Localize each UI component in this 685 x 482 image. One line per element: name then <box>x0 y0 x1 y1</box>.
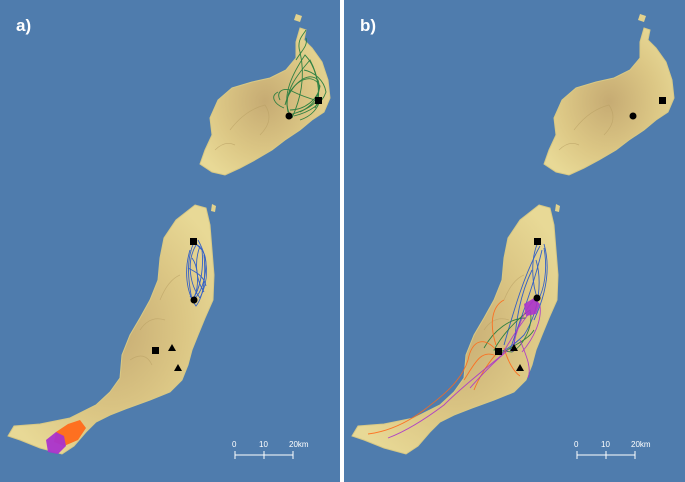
islet-graciosa <box>294 14 302 22</box>
island-fuerteventura <box>7 204 215 455</box>
marker-triangle <box>510 344 518 351</box>
marker-square <box>534 238 541 245</box>
map-b: 0 10 20km <box>351 14 675 459</box>
marker-circle <box>285 112 293 120</box>
scale-tick-10: 10 <box>259 440 268 449</box>
map-panel-a: 0 10 20km a) <box>0 0 340 482</box>
marker-triangle <box>516 364 524 371</box>
scale-tick-10: 10 <box>601 440 610 449</box>
marker-circle <box>190 296 198 304</box>
islet-lobos <box>555 204 560 212</box>
marker-square <box>190 238 197 245</box>
scale-tick-20km: 20km <box>289 440 309 449</box>
map-panel-b: 0 10 20km b) <box>344 0 685 482</box>
island-lanzarote <box>543 27 675 176</box>
map-a: 0 10 20km <box>7 14 331 459</box>
tracks-blue <box>499 241 548 353</box>
marker-square <box>495 348 502 355</box>
scale-bar: 0 10 20km <box>574 440 651 459</box>
relief-hint <box>483 104 614 331</box>
marker-circle <box>629 112 637 120</box>
scale-bar: 0 10 20km <box>232 440 309 459</box>
marker-triangle <box>174 364 182 371</box>
scale-tick-20km: 20km <box>631 440 651 449</box>
tracks-purple <box>387 299 541 439</box>
marker-square <box>315 97 322 104</box>
island-lanzarote <box>199 27 331 176</box>
panel-label-b: b) <box>360 16 377 35</box>
tracks-green <box>273 29 327 121</box>
marker-square <box>659 97 666 104</box>
scale-tick-0: 0 <box>232 440 237 449</box>
islet-graciosa <box>638 14 646 22</box>
marker-circle <box>533 294 541 302</box>
panel-label-a: a) <box>16 16 32 35</box>
islet-lobos <box>211 204 216 212</box>
marker-triangle <box>168 344 176 351</box>
relief-hint <box>129 104 270 366</box>
marker-square <box>152 347 159 354</box>
scale-tick-0: 0 <box>574 440 579 449</box>
track-purple-area <box>46 432 66 454</box>
track-purple-blob <box>524 298 540 316</box>
island-fuerteventura <box>351 204 559 455</box>
